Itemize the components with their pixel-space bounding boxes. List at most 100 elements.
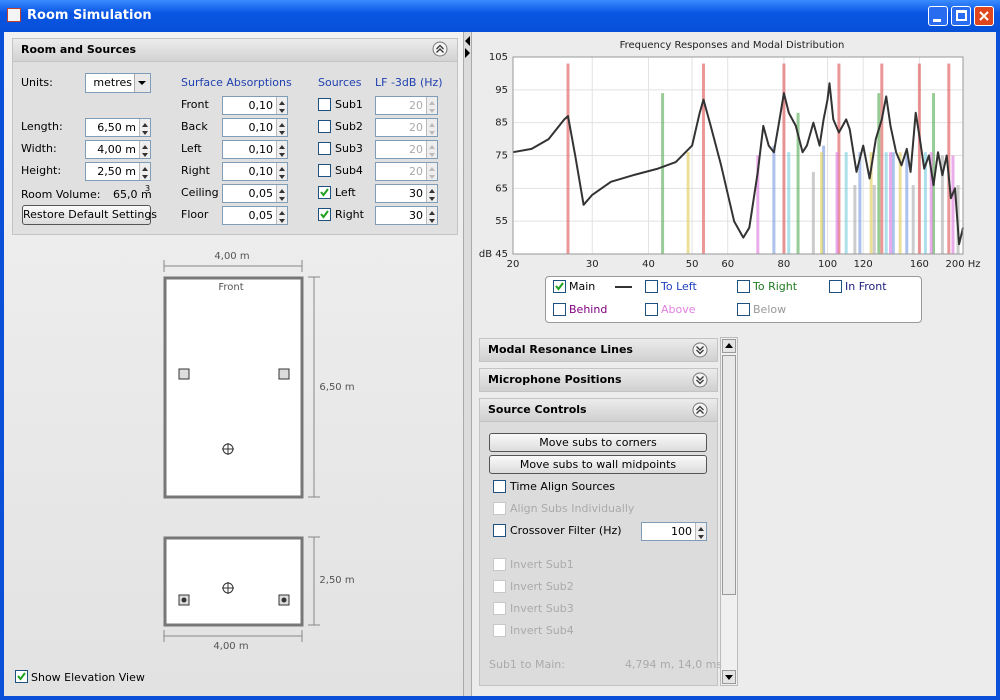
checkbox[interactable] bbox=[318, 186, 331, 199]
scrollbar[interactable] bbox=[720, 337, 738, 686]
spinner-up[interactable] bbox=[695, 523, 706, 532]
icon bbox=[692, 342, 708, 358]
accordion-header[interactable] bbox=[479, 398, 718, 422]
spinner[interactable]: 20 bbox=[375, 162, 438, 181]
checkbox[interactable] bbox=[553, 303, 566, 316]
modal-line bbox=[796, 112, 800, 254]
spinner[interactable]: 2,50 m bbox=[85, 162, 151, 181]
spinner[interactable]: 20 bbox=[375, 118, 438, 137]
collapse-toggle[interactable] bbox=[432, 41, 448, 57]
spinner[interactable]: 0,10 bbox=[222, 140, 288, 159]
checkbox[interactable] bbox=[318, 120, 331, 133]
plan-width: 4,00 m bbox=[214, 251, 249, 262]
spinner-down bbox=[426, 171, 437, 180]
spinner-down[interactable] bbox=[276, 171, 287, 180]
button[interactable]: Restore Default Settings bbox=[22, 205, 157, 225]
button[interactable]: Move subs to corners bbox=[489, 433, 707, 452]
arrow bbox=[429, 123, 435, 127]
arrow bbox=[142, 175, 148, 179]
spinner[interactable]: 6,50 m bbox=[85, 118, 151, 137]
spinner-down[interactable] bbox=[276, 215, 287, 224]
spinner[interactable]: 0,10 bbox=[222, 96, 288, 115]
spinner[interactable]: 30 bbox=[375, 206, 438, 225]
units-dropdown[interactable]: metres bbox=[85, 73, 151, 93]
spinner-down[interactable] bbox=[276, 149, 287, 158]
spinner-down[interactable] bbox=[139, 149, 150, 158]
spinner[interactable]: 4,00 m bbox=[85, 140, 151, 159]
spinner-up[interactable] bbox=[276, 119, 287, 128]
scroll-down[interactable] bbox=[722, 670, 736, 684]
dropdown-arrow[interactable] bbox=[134, 74, 150, 92]
checkbox[interactable] bbox=[737, 303, 750, 316]
spinner-value: 100 bbox=[671, 525, 692, 538]
spinner-up[interactable] bbox=[426, 185, 437, 194]
modal-line bbox=[820, 152, 824, 254]
spinner[interactable]: 0,05 bbox=[222, 184, 288, 203]
checkbox[interactable] bbox=[645, 303, 658, 316]
spinner-up[interactable] bbox=[276, 97, 287, 106]
spinner-down[interactable] bbox=[139, 127, 150, 136]
collapse-toggle[interactable] bbox=[692, 372, 708, 388]
spinner[interactable]: 20 bbox=[375, 140, 438, 159]
spinner[interactable]: 20 bbox=[375, 96, 438, 115]
elevation-view[interactable] bbox=[163, 536, 304, 627]
plan-view[interactable] bbox=[163, 276, 304, 499]
spinner-up[interactable] bbox=[276, 207, 287, 216]
arrow bbox=[698, 535, 704, 539]
split-divider[interactable] bbox=[463, 32, 472, 696]
app-icon bbox=[7, 8, 21, 22]
spinner-down[interactable] bbox=[276, 105, 287, 114]
checkbox[interactable] bbox=[829, 280, 842, 293]
modal-line bbox=[837, 63, 841, 254]
scroll-thumb[interactable] bbox=[722, 355, 736, 595]
checkbox[interactable] bbox=[493, 480, 506, 493]
icon bbox=[933, 19, 941, 22]
spinner-down[interactable] bbox=[139, 171, 150, 180]
volume-value: 65,0 m bbox=[113, 188, 152, 201]
checkbox[interactable] bbox=[318, 164, 331, 177]
spinner[interactable]: 0,10 bbox=[222, 162, 288, 181]
modal-line bbox=[940, 155, 944, 254]
spinner-up[interactable] bbox=[139, 163, 150, 172]
modal-line bbox=[853, 185, 857, 254]
check-mark bbox=[17, 672, 26, 681]
spinner-value: 0,05 bbox=[248, 187, 274, 200]
spinner-down[interactable] bbox=[276, 127, 287, 136]
scroll-up[interactable] bbox=[722, 339, 736, 353]
collapse-toggle[interactable] bbox=[692, 402, 708, 418]
spinner[interactable]: 100 bbox=[641, 522, 707, 541]
checkbox[interactable] bbox=[15, 670, 28, 683]
close-button[interactable] bbox=[974, 6, 994, 26]
checkbox[interactable] bbox=[318, 98, 331, 111]
checkbox[interactable] bbox=[737, 280, 750, 293]
spinner-down[interactable] bbox=[695, 531, 706, 540]
accordion-header[interactable] bbox=[479, 368, 718, 392]
spinner-down[interactable] bbox=[426, 215, 437, 224]
checkbox bbox=[493, 558, 506, 571]
spinner-down[interactable] bbox=[276, 193, 287, 202]
minimize-button[interactable] bbox=[928, 6, 948, 26]
spinner-up[interactable] bbox=[276, 185, 287, 194]
checkbox[interactable] bbox=[645, 280, 658, 293]
spinner[interactable]: 0,10 bbox=[222, 118, 288, 137]
spinner-up[interactable] bbox=[276, 163, 287, 172]
spinner[interactable]: 0,05 bbox=[222, 206, 288, 225]
checkbox[interactable] bbox=[553, 280, 566, 293]
spinner-up[interactable] bbox=[139, 119, 150, 128]
spinner-up[interactable] bbox=[426, 207, 437, 216]
modal-line bbox=[891, 152, 895, 254]
modal-line bbox=[822, 145, 826, 254]
collapse-toggle[interactable] bbox=[692, 342, 708, 358]
checkbox[interactable] bbox=[493, 524, 506, 537]
checkbox[interactable] bbox=[318, 208, 331, 221]
maximize-button[interactable] bbox=[951, 6, 971, 26]
y-tick-label: 55 bbox=[495, 216, 508, 227]
spinner-up[interactable] bbox=[139, 141, 150, 150]
spinner-down[interactable] bbox=[426, 193, 437, 202]
arrow bbox=[429, 167, 435, 171]
checkbox[interactable] bbox=[318, 142, 331, 155]
spinner-up[interactable] bbox=[276, 141, 287, 150]
accordion-header[interactable] bbox=[479, 338, 718, 362]
spinner[interactable]: 30 bbox=[375, 184, 438, 203]
button[interactable]: Move subs to wall midpoints bbox=[489, 455, 707, 474]
